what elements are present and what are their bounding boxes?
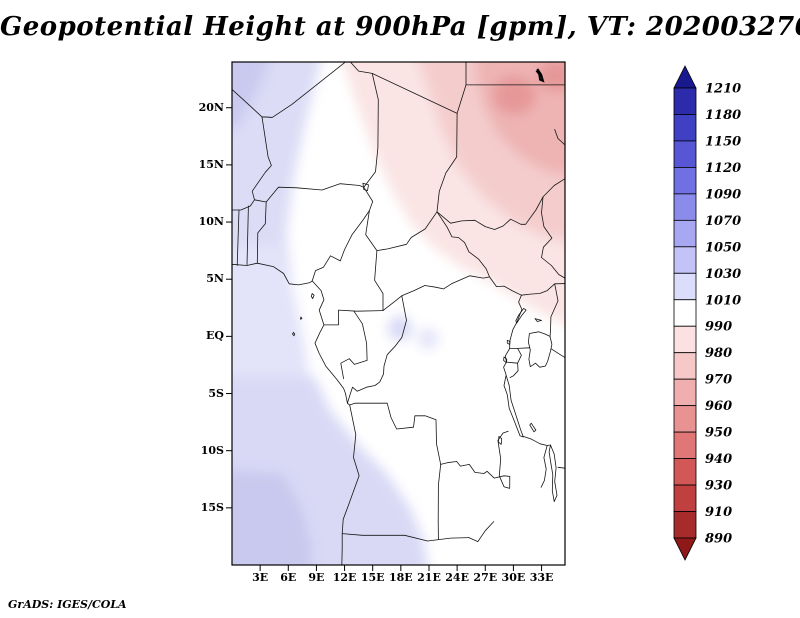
colorbar-label: 1180 [705, 108, 741, 123]
shade-region [537, 62, 565, 92]
colorbar: 1210 1180 1150 1120 1090 1070 1050 1030 1010 990 9… [673, 65, 741, 561]
shade-region [232, 469, 312, 565]
shade-region [417, 328, 439, 349]
colorbar-label: 950 [705, 426, 732, 441]
colorbar-segment [673, 511, 697, 539]
lat-tick-label: 5S [208, 386, 224, 400]
colorbar-arrow-bottom [673, 537, 697, 561]
axis-ticks [226, 107, 543, 571]
colorbar-segment [673, 193, 697, 221]
colorbar-label: 990 [705, 320, 732, 335]
lon-tick-label: 30E [501, 571, 526, 584]
lat-tick-label: 20N [198, 100, 224, 114]
plot-title: Geopotential Height at 900hPa [gpm], VT:… [0, 12, 800, 42]
lon-tick-label: 12E [332, 571, 357, 584]
colorbar-label: 980 [705, 346, 732, 361]
colorbar-segment [673, 272, 697, 301]
colorbar-label: 960 [705, 399, 732, 414]
lon-tick-label: 6E [280, 571, 297, 584]
colorbar-label: 910 [705, 505, 732, 520]
lat-tick-label: 5N [206, 272, 224, 286]
shade-region [387, 315, 413, 341]
colorbar-label: 1090 [705, 187, 741, 202]
colorbar-label: 1210 [705, 82, 741, 97]
colorbar-segment [673, 140, 697, 168]
lon-tick-label: 18E [388, 571, 413, 584]
lat-tick-label: 15S [200, 500, 224, 514]
lon-tick-label: 24E [445, 571, 469, 584]
lat-tick-label: EQ [206, 329, 224, 343]
shade-region [492, 75, 536, 115]
shaded-field [232, 62, 565, 565]
lat-tick-label: 10N [198, 215, 224, 229]
colorbar-segment [673, 299, 697, 327]
colorbar-label: 940 [705, 452, 732, 467]
colorbar-segment [673, 458, 697, 486]
colorbar-segment [673, 167, 697, 195]
colorbar-segment [673, 405, 697, 433]
colorbar-label: 890 [705, 531, 732, 546]
shade-region [232, 244, 311, 417]
map-canvas [226, 61, 566, 571]
lon-tick-label: 21E [417, 571, 441, 584]
lon-tick-label: 9E [308, 571, 325, 584]
colorbar-label: 1150 [705, 134, 741, 149]
colorbar-segment [673, 378, 697, 407]
colorbar-arrow-top [673, 65, 697, 89]
colorbar-segment [673, 352, 697, 380]
colorbar-segment [673, 431, 697, 459]
colorbar-label: 1120 [705, 161, 741, 176]
lat-tick-label: 15N [198, 157, 224, 171]
lat-tick-label: 10S [200, 443, 224, 457]
colorbar-label: 930 [705, 479, 732, 494]
lon-tick-label: 3E [252, 571, 269, 584]
attribution-text: GrADS: IGES/COLA [8, 598, 127, 611]
colorbar-segment [673, 484, 697, 512]
colorbar-segment [673, 246, 697, 274]
colorbar-label: 970 [705, 373, 732, 388]
lon-tick-label: 15E [360, 571, 385, 584]
lakes [292, 182, 558, 503]
lake-nasser [535, 68, 545, 83]
shade-region [232, 62, 270, 129]
colorbar-segment [673, 114, 697, 142]
map-clip-group [232, 62, 565, 565]
colorbar-label: 1010 [705, 293, 741, 308]
colorbar-label: 1070 [705, 214, 741, 229]
map-frame [231, 61, 566, 566]
colorbar-segment [673, 325, 697, 354]
lon-tick-label: 27E [473, 571, 498, 584]
colorbar-label: 1030 [705, 267, 741, 282]
lon-tick-label: 33E [529, 571, 554, 584]
colorbar-segment [673, 87, 697, 115]
colorbar-label: 1050 [705, 240, 741, 255]
colorbar-segment [673, 219, 697, 248]
